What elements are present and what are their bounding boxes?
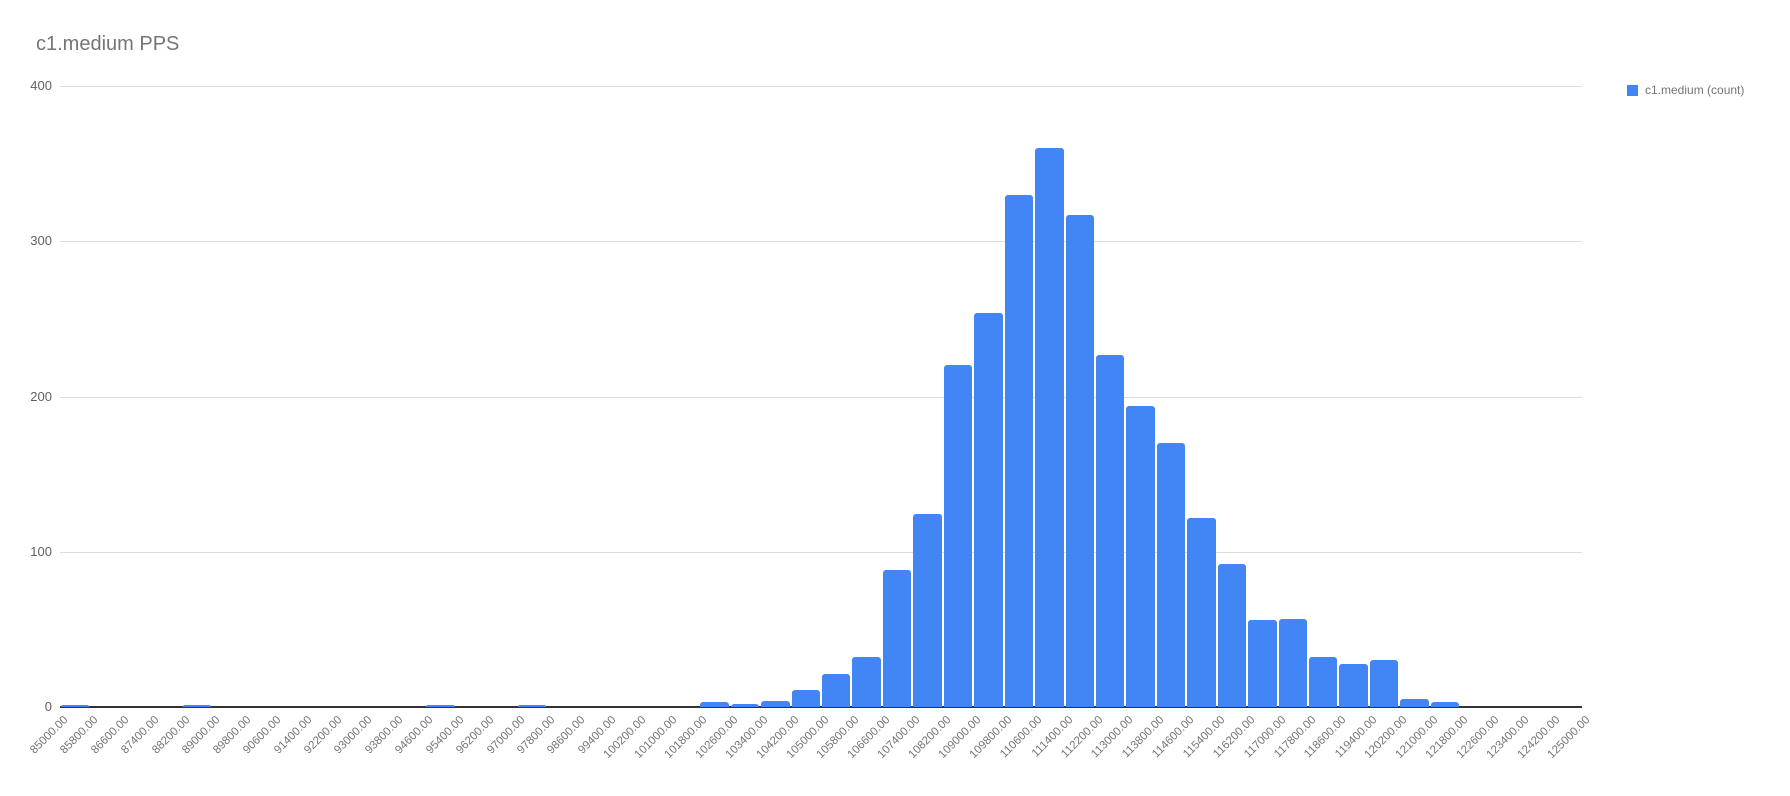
histogram-bar[interactable] xyxy=(426,705,455,707)
gridline xyxy=(60,86,1582,87)
histogram-bar[interactable] xyxy=(1400,699,1429,707)
x-axis-baseline xyxy=(60,706,1582,708)
histogram-bar[interactable] xyxy=(1278,618,1308,707)
histogram-bar[interactable] xyxy=(517,705,547,707)
y-tick-label: 300 xyxy=(30,233,52,248)
histogram-bar[interactable] xyxy=(1248,620,1277,707)
gridline xyxy=(60,241,1582,242)
histogram-bar[interactable] xyxy=(822,674,851,707)
histogram-bar[interactable] xyxy=(913,514,942,707)
chart-title: c1.medium PPS xyxy=(36,33,180,55)
histogram-bar[interactable] xyxy=(974,312,1003,707)
y-tick-label: 400 xyxy=(30,78,52,93)
histogram-bar[interactable] xyxy=(943,365,973,707)
histogram-bar[interactable] xyxy=(1430,702,1460,707)
histogram-bar[interactable] xyxy=(791,689,820,707)
gridline xyxy=(60,552,1582,553)
histogram-bar[interactable] xyxy=(1004,194,1034,707)
histogram-bar[interactable] xyxy=(1339,663,1368,707)
histogram-bar[interactable] xyxy=(1126,405,1155,707)
histogram-bar[interactable] xyxy=(882,570,912,707)
histogram-bar[interactable] xyxy=(1156,443,1186,707)
histogram-bar[interactable] xyxy=(1369,660,1399,707)
histogram-bar[interactable] xyxy=(1187,517,1216,707)
histogram-bar[interactable] xyxy=(1095,354,1125,707)
gridline xyxy=(60,397,1582,398)
y-tick-label: 0 xyxy=(44,699,52,714)
histogram-bar[interactable] xyxy=(1217,564,1247,707)
legend-color-swatch-icon xyxy=(1627,84,1638,96)
histogram-bar[interactable] xyxy=(61,705,90,707)
histogram-bar[interactable] xyxy=(730,703,760,707)
y-tick-label: 100 xyxy=(30,544,52,559)
histogram-bar[interactable] xyxy=(1065,214,1094,707)
histogram-bar[interactable] xyxy=(182,705,212,707)
legend-label: c1.medium (count) xyxy=(1645,83,1745,97)
legend-item[interactable]: c1.medium (count) xyxy=(1627,83,1744,97)
histogram-bar[interactable] xyxy=(761,700,790,707)
histogram-bar[interactable] xyxy=(852,657,881,707)
histogram-bar[interactable] xyxy=(700,702,729,707)
histogram-bar[interactable] xyxy=(1309,657,1338,707)
histogram-bar[interactable] xyxy=(1035,148,1064,707)
y-tick-label: 200 xyxy=(30,389,52,404)
